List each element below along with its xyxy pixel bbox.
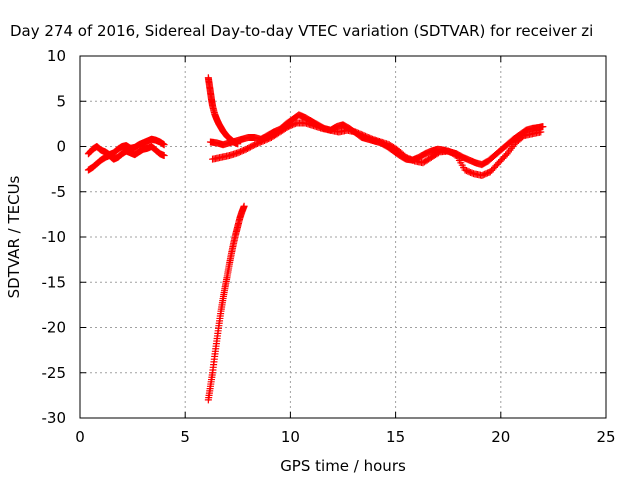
data-points: [84, 74, 547, 404]
x-tick-label: 25: [596, 428, 615, 446]
x-tick-label: 10: [281, 428, 300, 446]
series-trace: [204, 202, 248, 404]
series-trace: [204, 74, 242, 148]
y-tick-label: -20: [42, 319, 67, 337]
data-point: [539, 123, 547, 131]
x-axis-label: GPS time / hours: [280, 457, 406, 475]
y-tick-label: 10: [47, 47, 66, 65]
y-tick-label: 0: [56, 138, 66, 156]
y-tick-label: 5: [56, 92, 66, 110]
data-point: [160, 141, 168, 149]
grid-lines: [80, 56, 606, 418]
data-point: [537, 128, 545, 136]
y-tick-label: -5: [51, 183, 66, 201]
data-point: [160, 152, 168, 160]
y-axis-label: SDTVAR / TECUs: [5, 175, 23, 298]
plot-frame: [79, 55, 607, 419]
y-tick-label: -25: [42, 364, 67, 382]
x-tick-label: 5: [180, 428, 190, 446]
y-tick-label: -15: [42, 273, 67, 291]
chart-title: Day 274 of 2016, Sidereal Day-to-day VTE…: [10, 22, 593, 40]
y-tick-label: -10: [42, 228, 67, 246]
series-trace: [84, 135, 168, 159]
x-tick-label: 15: [386, 428, 405, 446]
axis-ticks: 0 5 10 15 20 25 -30 -25 -20 -15 -10 -5 0 5 10: [42, 47, 616, 446]
series-trace: [84, 143, 168, 174]
x-tick-label: 20: [491, 428, 510, 446]
series-trace: [209, 119, 545, 179]
data-point: [240, 202, 248, 210]
x-tick-label: 0: [75, 428, 85, 446]
y-tick-label: -30: [42, 409, 67, 427]
